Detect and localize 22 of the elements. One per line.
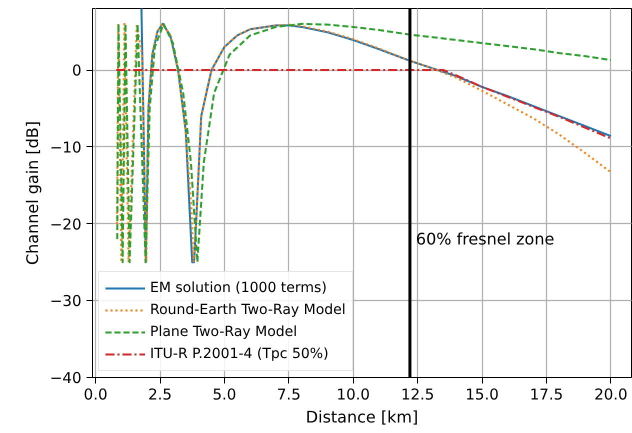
x-tick-label: 5.0 (212, 386, 236, 404)
x-tick-label: 0.0 (84, 386, 108, 404)
x-tick-label: 10.0 (336, 386, 370, 404)
line-series (115, 69, 612, 140)
x-tick-label: 7.5 (276, 386, 301, 404)
y-tick-label: −40 (50, 369, 82, 387)
x-tick-label: 20.0 (594, 386, 628, 404)
y-tick-label: 0 (72, 62, 82, 80)
legend-label: Round-Earth Two-Ray Model (150, 301, 346, 319)
legend-label: Plane Two-Ray Model (150, 323, 298, 341)
x-tick-label: 2.5 (148, 386, 172, 404)
y-tick-label: −20 (50, 215, 82, 234)
legend-label: ITU-R P.2001-4 (Tpc 50%) (150, 345, 329, 363)
y-axis-title: Channel gain [dB] (22, 120, 42, 266)
x-tick-label: 15.0 (465, 386, 499, 404)
x-tick-label: 12.5 (400, 386, 434, 404)
ref-line-label: 60% fresnel zone (416, 230, 554, 249)
x-tick-label: 17.5 (530, 386, 564, 404)
y-tick-label: −30 (50, 292, 82, 310)
legend-label: EM solution (1000 terms) (150, 279, 327, 297)
y-tick-label: −10 (50, 138, 82, 156)
x-axis-title: Distance [km] (306, 408, 418, 426)
